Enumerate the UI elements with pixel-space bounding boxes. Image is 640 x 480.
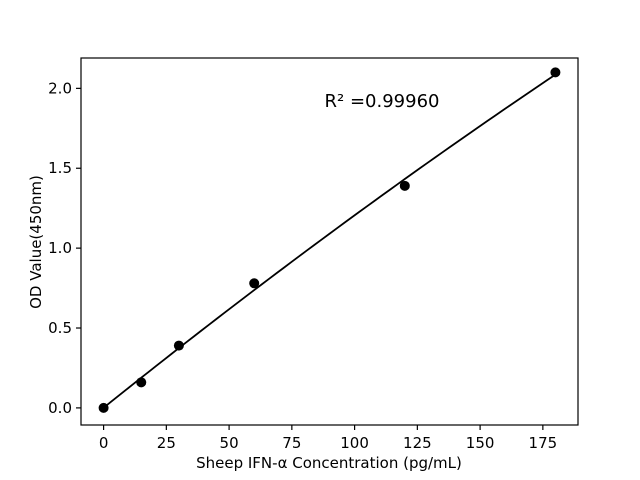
data-point <box>136 377 147 388</box>
data-point <box>550 67 561 78</box>
x-tick-label: 150 <box>466 434 495 452</box>
x-axis-label: Sheep IFN-α Concentration (pg/mL) <box>196 454 462 472</box>
x-tick-label: 175 <box>529 434 558 452</box>
y-tick-label: 2.0 <box>48 79 72 97</box>
y-tick-label: 1.5 <box>48 159 72 177</box>
data-point <box>399 180 410 191</box>
x-tick-label: 50 <box>220 434 239 452</box>
y-axis-label: OD Value(450nm) <box>27 175 45 309</box>
y-tick-label: 0.0 <box>48 399 72 417</box>
y-tick-label: 1.0 <box>48 239 72 257</box>
r-squared-annotation: R² =0.99960 <box>325 91 440 112</box>
x-tick-label: 25 <box>157 434 176 452</box>
data-point <box>98 402 109 413</box>
x-tick-label: 125 <box>403 434 432 452</box>
data-point <box>249 278 260 289</box>
data-point <box>173 340 184 351</box>
x-tick-label: 75 <box>282 434 301 452</box>
x-tick-label: 0 <box>99 434 109 452</box>
plot-area <box>80 57 579 426</box>
fit-line <box>102 73 557 409</box>
y-tick-label: 0.5 <box>48 319 72 337</box>
x-tick-label: 100 <box>340 434 369 452</box>
